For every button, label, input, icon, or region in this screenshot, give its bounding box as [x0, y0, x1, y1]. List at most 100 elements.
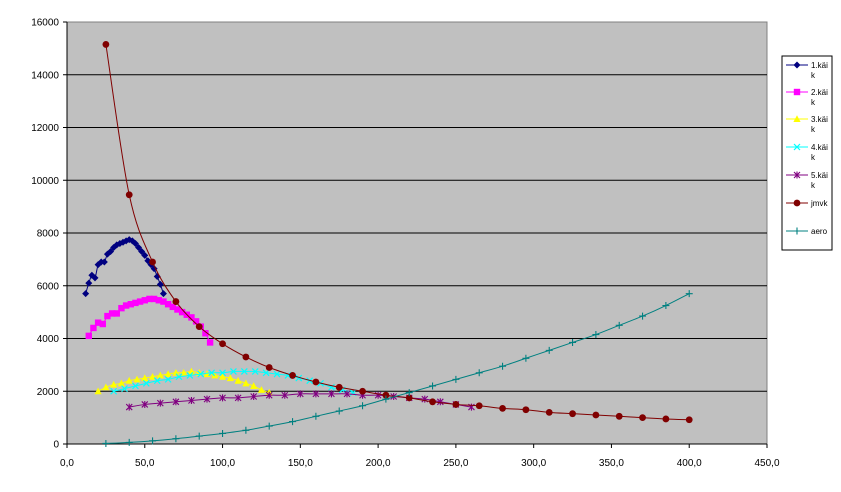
data-point-jmvk: [172, 298, 180, 305]
data-point-2-k-ik: [127, 301, 134, 308]
data-point-3-k-ik: [125, 376, 133, 384]
series-1-k-ik: [82, 236, 167, 298]
data-point-jmvk: [125, 191, 133, 199]
data-point-jmvk: [452, 401, 460, 408]
data-point-1-k-ik: [156, 280, 164, 288]
data-point-2-k-ik: [141, 297, 148, 304]
data-point-4-k-ik: [240, 368, 248, 375]
data-point-4-k-ik: [230, 368, 237, 375]
data-point-aero: [662, 302, 670, 310]
y-tick-label: 12000: [31, 123, 59, 134]
data-point-2-k-ik: [160, 298, 167, 305]
data-point-2-k-ik: [136, 298, 144, 305]
data-point-aero: [265, 422, 273, 430]
legend-entry-aero: aero: [786, 227, 828, 236]
data-point-1-k-ik: [91, 274, 99, 282]
data-point-3-k-ik: [172, 368, 180, 376]
legend-label: k: [811, 98, 816, 107]
data-point-jmvk: [195, 323, 203, 331]
legend-marker-5-k-ik: [793, 171, 801, 179]
series-jmvk: [102, 41, 693, 424]
data-point-4-k-ik: [164, 375, 172, 383]
data-point-2-k-ik: [118, 304, 125, 312]
data-point-3-k-ik: [117, 379, 126, 387]
data-point-jmvk: [242, 353, 250, 361]
legend-marker-1-k-ik: [793, 61, 801, 69]
legend-label: k: [811, 153, 816, 162]
data-point-aero: [685, 290, 693, 298]
data-point-2-k-ik: [150, 295, 158, 303]
data-point-aero: [242, 426, 250, 434]
x-tick-label: 450,0: [754, 458, 779, 469]
y-tick-label: 4000: [37, 334, 60, 345]
series-2-k-ik: [85, 295, 214, 346]
legend-label: aero: [811, 227, 828, 236]
data-point-4-k-ik: [197, 370, 205, 378]
data-point-1-k-ik: [131, 240, 139, 248]
data-point-2-k-ik: [108, 310, 116, 317]
data-point-jmvk: [615, 412, 623, 420]
data-point-5-k-ik: [312, 390, 320, 398]
data-point-4-k-ik: [110, 387, 118, 395]
data-point-jmvk: [289, 372, 296, 379]
x-tick-label: 300,0: [521, 458, 546, 469]
data-point-jmvk: [102, 41, 110, 48]
legend-marker-2-k-ik: [793, 88, 801, 96]
legend-label: 4.käi: [811, 143, 828, 152]
data-point-aero: [289, 418, 297, 426]
data-point-jmvk: [475, 402, 483, 410]
legend-label: k: [811, 125, 816, 134]
data-point-jmvk: [335, 383, 343, 391]
data-point-3-k-ik: [187, 367, 196, 375]
data-point-5-k-ik: [219, 394, 226, 402]
data-point-aero: [522, 354, 530, 362]
data-point-1-k-ik: [107, 247, 115, 255]
legend-entry-jmvk: jmvk: [786, 199, 828, 208]
data-point-aero: [172, 435, 180, 443]
data-point-2-k-ik: [94, 319, 102, 326]
legend-label: 5.käi: [811, 171, 828, 180]
legend-marker-aero: [793, 227, 801, 235]
data-point-5-k-ik: [343, 390, 351, 398]
data-point-3-k-ik: [242, 379, 250, 387]
x-tick-label: 100,0: [210, 458, 235, 469]
data-point-2-k-ik: [99, 320, 106, 328]
data-point-2-k-ik: [174, 306, 181, 313]
y-axis-tick-labels: 0 2000 4000 6000 8000 10000 12000 14000 16000: [31, 18, 67, 451]
data-point-aero: [499, 362, 507, 370]
data-point-3-k-ik: [211, 371, 219, 379]
data-point-2-k-ik: [206, 339, 214, 346]
y-tick-label: 6000: [37, 281, 60, 292]
series-layer: [82, 41, 693, 447]
data-point-jmvk: [149, 258, 156, 266]
data-point-jmvk: [662, 415, 670, 423]
data-point-2-k-ik: [202, 330, 209, 337]
legend-label: k: [811, 181, 816, 190]
data-point-1-k-ik: [138, 247, 146, 255]
data-point-3-k-ik: [133, 375, 141, 383]
x-tick-label: 400,0: [677, 458, 702, 469]
data-point-jmvk: [265, 364, 273, 371]
data-point-jmvk: [405, 394, 413, 402]
data-point-2-k-ik: [113, 310, 120, 317]
data-point-aero: [452, 375, 460, 383]
data-point-5-k-ik: [188, 396, 195, 404]
data-point-1-k-ik: [150, 265, 158, 273]
data-point-2-k-ik: [132, 299, 139, 307]
data-point-2-k-ik: [155, 297, 162, 304]
data-point-5-k-ik: [296, 390, 304, 398]
data-point-jmvk: [592, 411, 600, 419]
data-point-aero: [639, 312, 647, 320]
data-point-5-k-ik: [265, 391, 273, 399]
data-point-2-k-ik: [178, 308, 186, 316]
data-point-3-k-ik: [102, 383, 110, 391]
data-point-5-k-ik: [125, 403, 133, 411]
data-point-4-k-ik: [295, 374, 303, 382]
data-point-jmvk: [312, 378, 320, 386]
data-point-jmvk: [382, 391, 390, 399]
data-point-2-k-ik: [164, 301, 172, 308]
data-point-5-k-ik: [250, 393, 258, 401]
